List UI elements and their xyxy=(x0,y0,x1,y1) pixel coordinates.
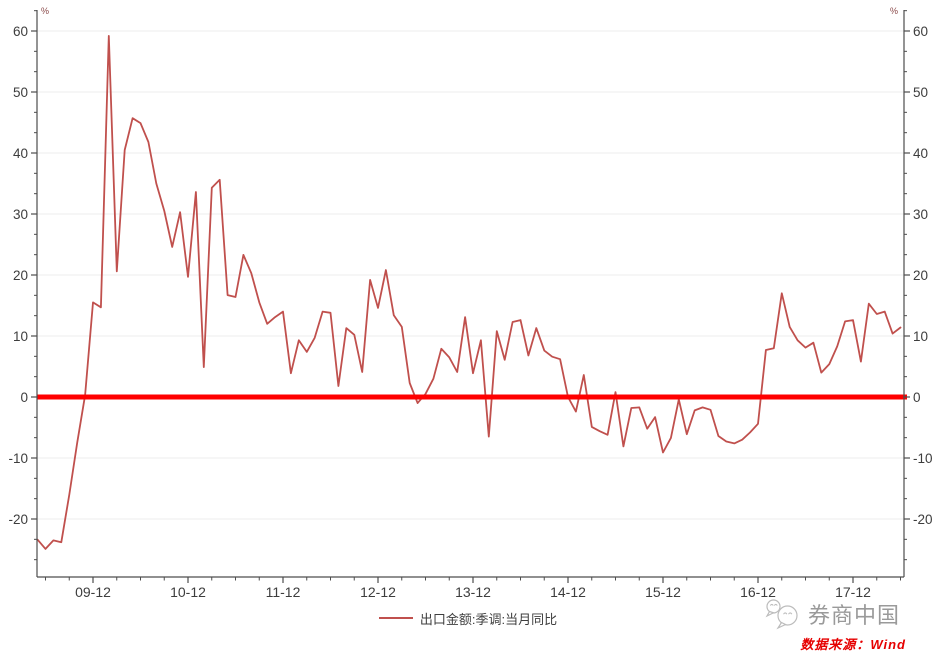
y-tick-label: 0 xyxy=(913,390,921,405)
brand-name: 券商中国 xyxy=(808,603,901,628)
x-tick-label: 16-12 xyxy=(740,584,776,600)
y-tick-label: 40 xyxy=(13,146,28,161)
y-tick-label: 30 xyxy=(913,207,928,222)
data-source-note: 数据来源：Wind xyxy=(800,637,906,652)
series-line xyxy=(36,35,902,550)
x-tick-label: 13-12 xyxy=(455,584,491,600)
wechat-bubbles-icon xyxy=(765,599,798,630)
y-tick-label: 60 xyxy=(13,24,28,39)
y-tick-label: 10 xyxy=(13,329,28,344)
x-tick-label: 17-12 xyxy=(835,584,871,600)
y-tick-label: 30 xyxy=(13,207,28,222)
legend-line-swatch xyxy=(378,617,413,619)
y-tick-label: 40 xyxy=(913,146,928,161)
y-tick-label: -10 xyxy=(8,451,28,466)
x-tick-label: 14-12 xyxy=(550,584,586,600)
x-tick-label: 12-12 xyxy=(360,584,396,600)
y-tick-label: 10 xyxy=(913,329,928,344)
y-tick-label: 20 xyxy=(13,268,28,283)
brand-watermark: 券商中国 xyxy=(763,598,900,630)
x-tick-label: 09-12 xyxy=(75,584,111,600)
y-axis-unit-right: % xyxy=(890,6,898,16)
legend-label: 出口金额:季调:当月同比 xyxy=(419,611,558,627)
y-tick-label: -20 xyxy=(8,512,28,527)
x-tick-label: 11-12 xyxy=(266,584,301,600)
y-tick-label: -10 xyxy=(913,451,933,466)
x-tick-label: 10-12 xyxy=(170,584,206,600)
y-tick-label: -20 xyxy=(913,512,933,527)
y-tick-label: 50 xyxy=(913,85,928,100)
legend: 出口金额:季调:当月同比 xyxy=(0,610,936,627)
y-tick-label: 20 xyxy=(913,268,928,283)
x-tick-label: 15-12 xyxy=(645,584,681,600)
y-tick-label: 50 xyxy=(13,85,28,100)
y-axis-unit-left: % xyxy=(41,6,49,16)
y-tick-label: 0 xyxy=(20,390,28,405)
y-tick-label: 60 xyxy=(913,24,928,39)
